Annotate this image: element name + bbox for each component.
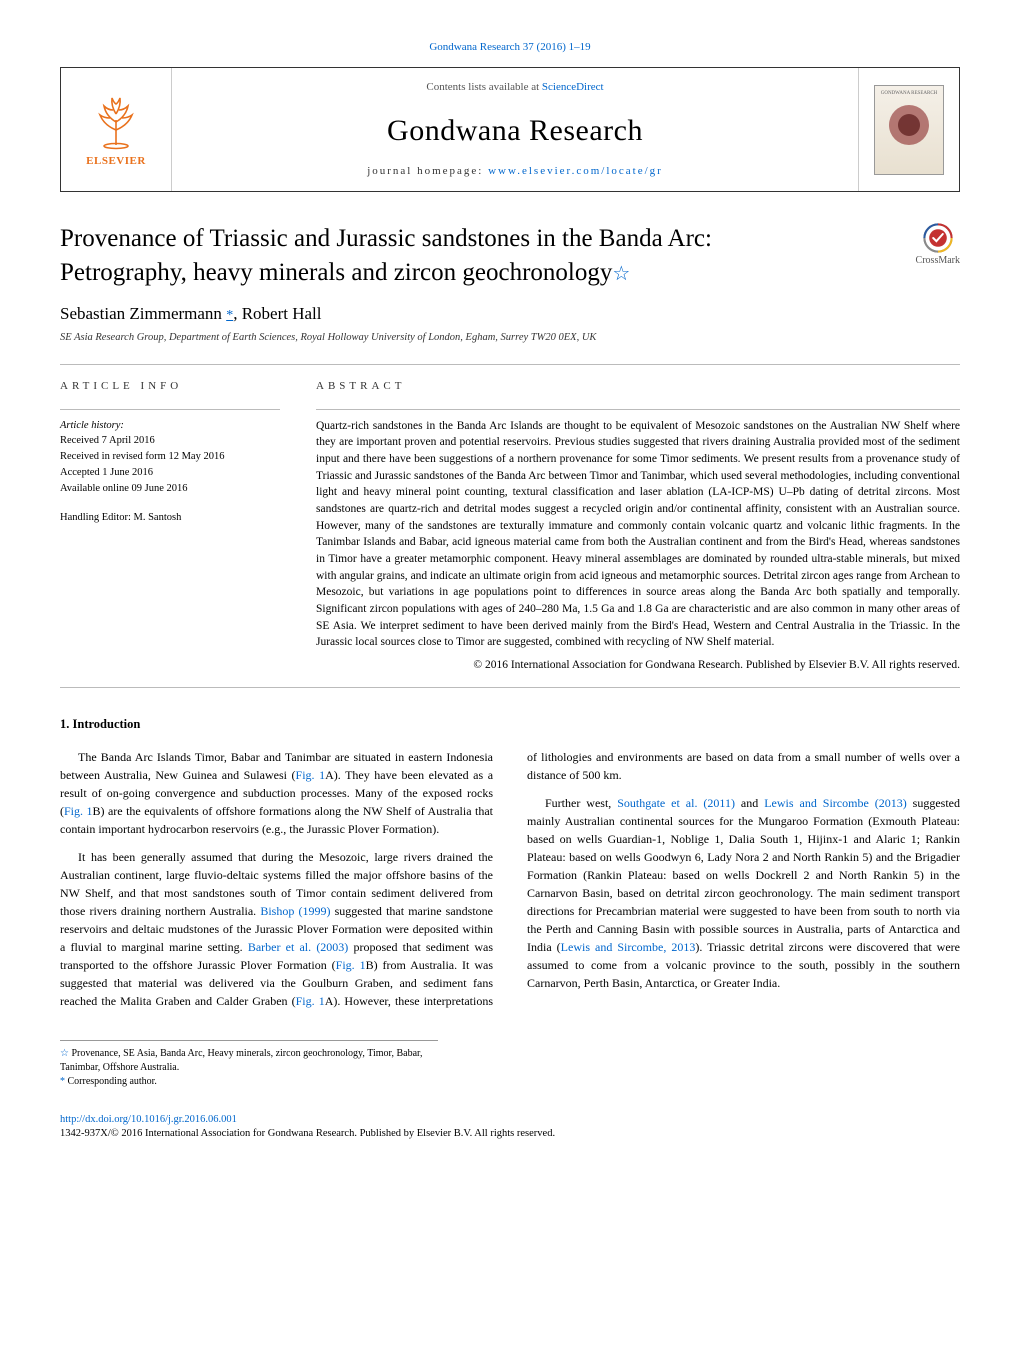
article-info: ARTICLE INFO Article history: Received 7… xyxy=(60,379,280,673)
article-info-heading: ARTICLE INFO xyxy=(60,379,280,394)
elsevier-wordmark: ELSEVIER xyxy=(86,154,146,169)
abstract-heading: ABSTRACT xyxy=(316,379,960,394)
article-history-label: Article history: xyxy=(60,418,280,434)
cover-title: GONDWANA RESEARCH xyxy=(881,90,938,97)
cover-graphic-icon xyxy=(884,97,934,152)
article-title: Provenance of Triassic and Jurassic sand… xyxy=(60,222,916,290)
bishop-1999-link[interactable]: Bishop (1999) xyxy=(260,904,330,918)
homepage-link[interactable]: www.elsevier.com/locate/gr xyxy=(488,165,663,177)
footnote-corresponding: * Corresponding author. xyxy=(60,1075,438,1089)
abstract-divider xyxy=(316,409,960,410)
lewis-2013-link-2[interactable]: Lewis and Sircombe, 2013 xyxy=(561,940,696,954)
affiliation: SE Asia Research Group, Department of Ea… xyxy=(60,331,960,346)
info-divider xyxy=(60,409,280,410)
info-abstract-row: ARTICLE INFO Article history: Received 7… xyxy=(60,379,960,673)
sciencedirect-link[interactable]: ScienceDirect xyxy=(542,81,604,93)
editor-label: Handling Editor: xyxy=(60,512,134,523)
author-2: , Robert Hall xyxy=(233,304,321,323)
footnote-corresponding-text: Corresponding author. xyxy=(68,1076,157,1087)
intro-p1c: B) are the equivalents of offshore forma… xyxy=(60,804,493,836)
top-citation: Gondwana Research 37 (2016) 1–19 xyxy=(60,40,960,55)
editor-name: M. Santosh xyxy=(134,512,182,523)
elsevier-logo: ELSEVIER xyxy=(61,68,171,191)
online-date: Available online 09 June 2016 xyxy=(60,481,280,497)
divider-bottom xyxy=(60,687,960,688)
lewis-2013-link-1[interactable]: Lewis and Sircombe (2013) xyxy=(764,796,907,810)
title-star-icon: ☆ xyxy=(612,263,630,285)
fig1-link-4[interactable]: Fig. 1 xyxy=(296,994,325,1008)
abstract-copyright: © 2016 International Association for Gon… xyxy=(316,657,960,673)
abstract-column: ABSTRACT Quartz-rich sandstones in the B… xyxy=(316,379,960,673)
header-center: Contents lists available at ScienceDirec… xyxy=(171,68,859,191)
crossmark-label: CrossMark xyxy=(916,254,960,268)
handling-editor: Handling Editor: M. Santosh xyxy=(60,510,280,526)
journal-header: ELSEVIER Contents lists available at Sci… xyxy=(60,67,960,192)
footnote-star-text: Provenance, SE Asia, Banda Arc, Heavy mi… xyxy=(60,1048,422,1073)
intro-paragraph-3: Further west, Southgate et al. (2011) an… xyxy=(527,794,960,992)
intro-p3c: suggested mainly Australian continental … xyxy=(527,796,960,954)
authors: Sebastian Zimmermann *, Robert Hall xyxy=(60,302,960,326)
footnote-star-icon: ☆ xyxy=(60,1048,69,1059)
barber-2003-link[interactable]: Barber et al. (2003) xyxy=(248,940,349,954)
crossmark-icon xyxy=(922,222,954,254)
intro-p3b: and xyxy=(735,796,764,810)
footnotes: ☆ Provenance, SE Asia, Banda Arc, Heavy … xyxy=(60,1040,438,1089)
fig1-link-2[interactable]: Fig. 1 xyxy=(64,804,92,818)
abstract-text: Quartz-rich sandstones in the Banda Arc … xyxy=(316,418,960,651)
intro-body: The Banda Arc Islands Timor, Babar and T… xyxy=(60,748,960,1010)
title-line-1: Provenance of Triassic and Jurassic sand… xyxy=(60,225,712,252)
intro-p3a: Further west, xyxy=(545,796,617,810)
author-1: Sebastian Zimmermann xyxy=(60,304,226,323)
accepted-date: Accepted 1 June 2016 xyxy=(60,465,280,481)
footer: http://dx.doi.org/10.1016/j.gr.2016.06.0… xyxy=(60,1113,960,1142)
journal-cover: GONDWANA RESEARCH xyxy=(859,68,959,191)
footnote-star: ☆ Provenance, SE Asia, Banda Arc, Heavy … xyxy=(60,1047,438,1075)
title-row: Provenance of Triassic and Jurassic sand… xyxy=(60,222,960,290)
intro-heading: 1. Introduction xyxy=(60,716,960,734)
elsevier-tree-icon xyxy=(86,90,146,150)
contents-lists-line: Contents lists available at ScienceDirec… xyxy=(426,80,603,95)
cover-thumbnail: GONDWANA RESEARCH xyxy=(874,85,944,175)
crossmark-badge[interactable]: CrossMark xyxy=(916,222,960,268)
divider-top xyxy=(60,364,960,365)
homepage-line: journal homepage: www.elsevier.com/locat… xyxy=(367,164,663,179)
title-line-2: Petrography, heavy minerals and zircon g… xyxy=(60,259,612,286)
revised-date: Received in revised form 12 May 2016 xyxy=(60,449,280,465)
homepage-prefix: journal homepage: xyxy=(367,165,488,177)
southgate-2011-link[interactable]: Southgate et al. (2011) xyxy=(617,796,735,810)
received-date: Received 7 April 2016 xyxy=(60,433,280,449)
fig1-link-3[interactable]: Fig. 1 xyxy=(336,958,366,972)
doi-link[interactable]: http://dx.doi.org/10.1016/j.gr.2016.06.0… xyxy=(60,1114,237,1125)
fig1-link-1[interactable]: Fig. 1 xyxy=(296,768,326,782)
intro-paragraph-1: The Banda Arc Islands Timor, Babar and T… xyxy=(60,748,493,838)
issn-copyright: 1342-937X/© 2016 International Associati… xyxy=(60,1128,555,1139)
footnote-asterisk-icon: * xyxy=(60,1076,65,1087)
contents-prefix: Contents lists available at xyxy=(426,81,541,93)
journal-name: Gondwana Research xyxy=(387,110,643,152)
